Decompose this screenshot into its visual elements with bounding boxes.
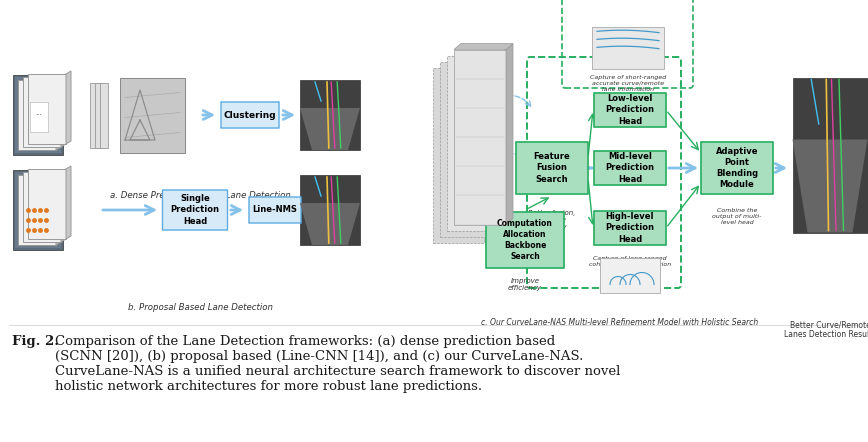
Polygon shape [56,77,61,150]
Bar [13,75,63,155]
Polygon shape [28,74,66,144]
Polygon shape [440,61,492,236]
Text: Computation
Allocation
Backbone
Search: Computation Allocation Backbone Search [497,219,553,261]
Text: Combine the
output of multi-
level head: Combine the output of multi- level head [713,208,762,225]
Bar [13,170,63,250]
FancyBboxPatch shape [594,93,666,127]
Text: Mid-level
Prediction
Head: Mid-level Prediction Head [606,152,654,183]
Polygon shape [61,74,66,147]
Polygon shape [499,50,506,230]
Bar [15,172,61,248]
Text: Clustering: Clustering [224,110,276,119]
FancyBboxPatch shape [162,190,227,230]
FancyBboxPatch shape [516,142,588,194]
Bar [600,258,660,293]
FancyBboxPatch shape [701,142,773,194]
Polygon shape [300,108,360,150]
FancyBboxPatch shape [594,211,666,245]
Bar [30,102,48,132]
FancyBboxPatch shape [486,212,564,268]
Text: b. Proposal Based Lane Detection: b. Proposal Based Lane Detection [128,302,273,312]
Text: Better fusion,
improve
accuracy: Better fusion, improve accuracy [529,210,575,230]
Text: ...: ... [36,110,43,116]
Polygon shape [485,61,492,243]
Bar [15,77,61,153]
Polygon shape [18,80,56,150]
Text: c. Our CurveLane-NAS Multi-level Refinement Model with Holistic Search: c. Our CurveLane-NAS Multi-level Refinem… [482,318,759,327]
Text: Line-NMS: Line-NMS [253,206,298,214]
Polygon shape [61,169,66,242]
Bar [300,175,360,245]
Polygon shape [90,83,98,148]
Polygon shape [300,203,360,245]
Text: a. Dense Prediction Based Lane Detection: a. Dense Prediction Based Lane Detection [109,191,291,199]
Polygon shape [454,50,506,225]
Bar [300,80,360,150]
FancyBboxPatch shape [249,197,301,223]
Text: Comparison of the Lane Detection frameworks: (a) dense prediction based
(SCNN [2: Comparison of the Lane Detection framewo… [55,335,621,393]
Polygon shape [447,56,499,230]
Text: Feature
Fusion
Search: Feature Fusion Search [534,152,570,183]
Polygon shape [120,77,185,152]
Polygon shape [95,83,103,148]
Polygon shape [56,172,61,245]
Polygon shape [492,56,499,236]
Bar [792,77,867,232]
Polygon shape [433,68,485,243]
Text: Improve
efficiency: Improve efficiency [508,278,542,291]
Text: Adaptive
Point
Blending
Module: Adaptive Point Blending Module [716,147,759,189]
Text: High-level
Prediction
Head: High-level Prediction Head [606,213,654,244]
Polygon shape [506,43,513,225]
Polygon shape [66,71,71,144]
Polygon shape [23,172,61,242]
Text: Better Curve/Remote
Lanes Detection Results: Better Curve/Remote Lanes Detection Resu… [784,320,868,339]
Text: Low-level
Prediction
Head: Low-level Prediction Head [606,95,654,126]
Text: Single
Prediction
Head: Single Prediction Head [170,194,220,225]
Polygon shape [28,169,66,239]
FancyBboxPatch shape [594,151,666,185]
Text: Fig. 2.: Fig. 2. [12,335,59,348]
Polygon shape [100,83,108,148]
FancyBboxPatch shape [221,102,279,128]
Polygon shape [23,77,61,147]
Polygon shape [792,140,867,232]
Text: Capture of long-ranged
coherent lane information: Capture of long-ranged coherent lane inf… [589,256,671,267]
Polygon shape [454,43,513,50]
Text: Capture of short-ranged
accurate curve/remote
lane information: Capture of short-ranged accurate curve/r… [590,75,666,91]
Polygon shape [66,166,71,239]
Bar [592,27,664,69]
Polygon shape [18,175,56,245]
